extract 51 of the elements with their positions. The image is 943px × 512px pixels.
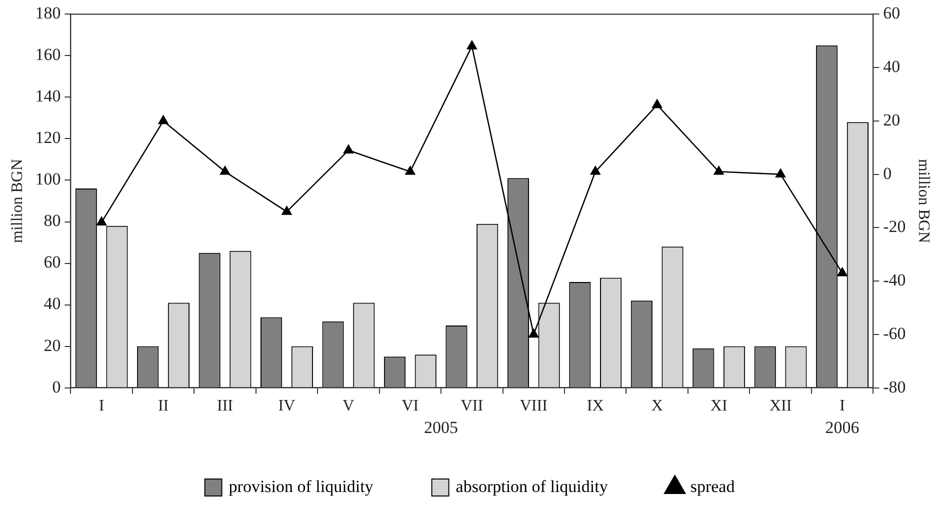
y-tick-label: 80: [44, 211, 61, 230]
x-tick-label: X: [651, 398, 664, 415]
y2-tick-label: -20: [883, 217, 906, 236]
x-tick-label: I: [98, 398, 104, 415]
x-tick-label: V: [342, 398, 355, 415]
x-tick-label: IV: [278, 398, 296, 415]
y2-tick-label: 60: [883, 4, 900, 23]
x-tick-label: I: [840, 398, 845, 415]
x-tick-label: II: [158, 398, 169, 415]
x-tick-label: XI: [710, 398, 728, 415]
y2-axis-title: million BGN: [915, 158, 932, 244]
point: [405, 166, 416, 175]
y2-tick-label: -80: [883, 377, 906, 396]
y-tick-label: 140: [35, 86, 61, 106]
y-tick-label: 100: [35, 170, 61, 189]
point: [776, 168, 786, 178]
text: 2005: [424, 418, 458, 437]
text: 2006: [825, 418, 860, 437]
y-tick-label: 160: [35, 45, 61, 64]
point: [652, 99, 662, 108]
x-tick-label: VIII: [520, 398, 548, 415]
point: [343, 144, 354, 154]
x-tick-label: VI: [402, 398, 419, 415]
y2-tick-label: 40: [883, 57, 900, 76]
x-tick-label: IX: [586, 398, 604, 415]
y2-tick-label: -60: [883, 324, 906, 343]
y2-tick-label: -40: [883, 270, 906, 290]
y-tick-label: 180: [35, 4, 61, 23]
legend-label: provision of liquidity: [228, 476, 374, 496]
y-tick-label: 20: [44, 336, 61, 355]
legend-label: absorption of liquidity: [456, 476, 608, 496]
point: [837, 267, 848, 276]
x-tick-label: XII: [769, 398, 792, 415]
y2-tick-label: 20: [883, 110, 900, 130]
point: [220, 166, 230, 175]
point: [158, 115, 168, 124]
x-tick-label: VII: [460, 398, 484, 415]
point: [714, 166, 724, 175]
point: [466, 40, 477, 50]
y-tick-label: 40: [44, 294, 61, 314]
point: [528, 328, 539, 338]
y2-tick-label: 0: [883, 164, 892, 183]
point: [96, 216, 107, 226]
y-tick-label: 120: [35, 128, 61, 148]
x-tick-label: III: [217, 398, 234, 415]
y-tick-label: 60: [44, 252, 61, 272]
y-tick-label: 0: [52, 377, 61, 396]
legend-label: spread: [690, 476, 736, 496]
point: [590, 166, 600, 175]
point: [282, 206, 292, 215]
y-axis-title: million BGN: [8, 158, 26, 244]
